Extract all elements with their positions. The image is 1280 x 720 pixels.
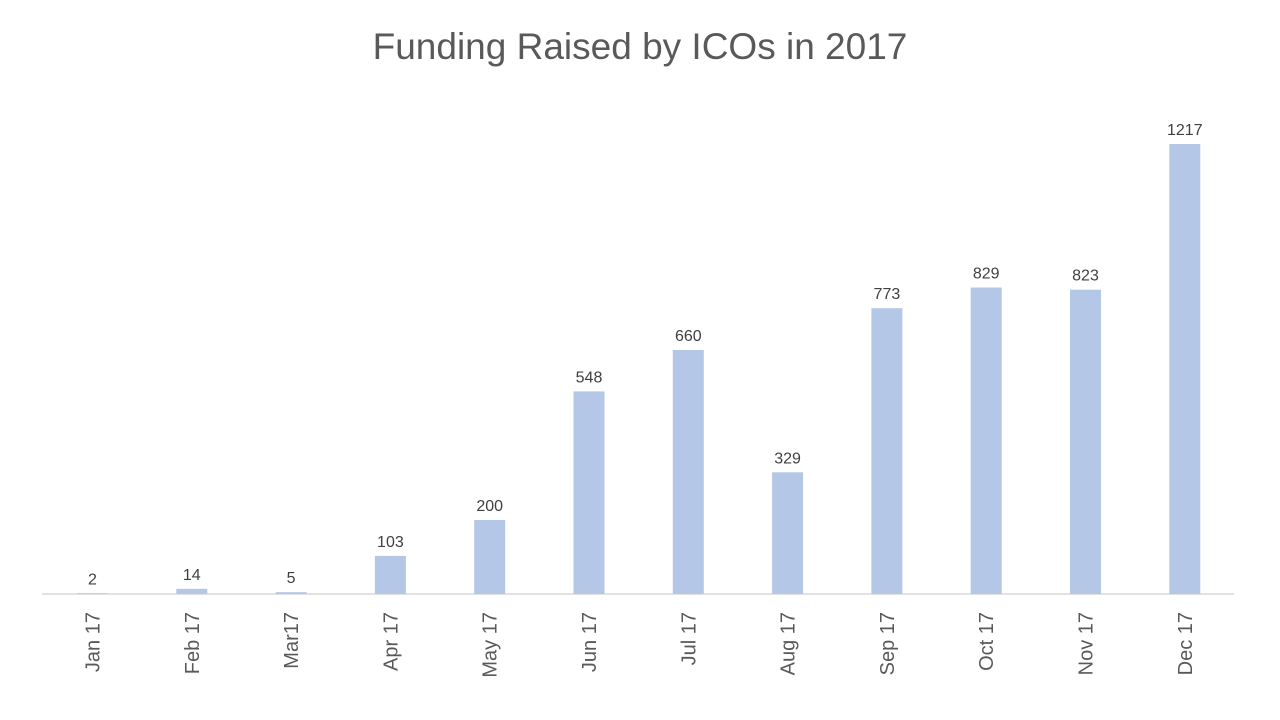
chart-title: Funding Raised by ICOs in 2017 [372,26,908,67]
bar [672,350,704,594]
x-tick-label: Jul 17 [678,612,700,665]
bar [871,308,903,594]
x-tick-label: Dec 17 [1175,612,1197,675]
data-label: 5 [287,570,296,587]
bar [1070,289,1101,594]
bar [77,593,108,594]
bar [772,472,804,594]
data-label: 1217 [1167,122,1203,139]
x-tick-label: Mar17 [281,612,303,669]
x-tick-label: Feb 17 [182,612,204,674]
data-label: 660 [675,328,702,345]
bar [176,588,208,594]
data-label: 773 [874,286,901,303]
x-tick-label: Nov 17 [1076,612,1098,675]
data-label: 200 [476,498,503,515]
data-label: 2 [88,571,97,588]
x-tick-label: Jun 17 [579,612,601,672]
data-label: 103 [377,534,404,551]
data-label: 829 [973,266,1000,283]
x-tick-label: Aug 17 [778,612,800,675]
bar [474,520,506,594]
bar [374,555,406,594]
bar [970,287,1002,594]
x-tick-label: Oct 17 [976,612,998,671]
data-label: 548 [576,369,603,386]
bar [275,592,307,594]
x-tick-label: Jan 17 [83,612,105,672]
bar [1169,144,1201,594]
bar [573,391,605,594]
x-tick-label: Apr 17 [380,612,402,671]
x-tick-label: May 17 [480,612,502,678]
data-label: 823 [1072,268,1099,285]
data-label: 14 [183,567,201,584]
x-tick-label: Sep 17 [877,612,899,675]
data-label: 329 [774,450,801,467]
